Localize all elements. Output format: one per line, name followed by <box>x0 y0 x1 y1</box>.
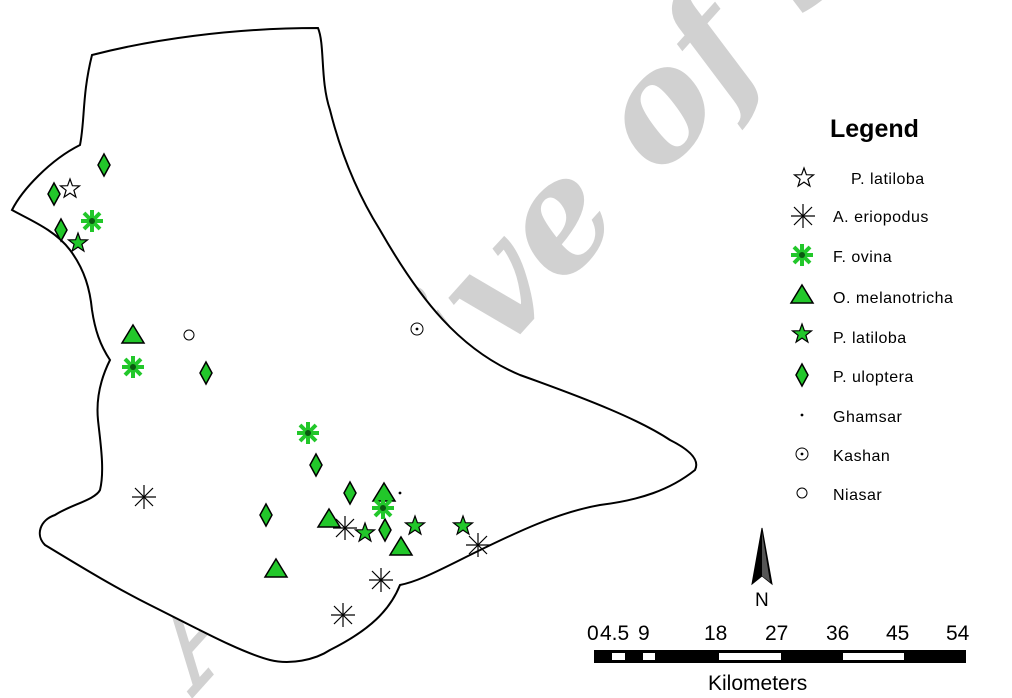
map-markers <box>47 153 490 627</box>
marker-ovina <box>81 210 103 232</box>
marker-ovina <box>297 422 319 444</box>
marker-eriopodus <box>466 533 490 557</box>
legend-symbol-ghamsar <box>800 413 804 417</box>
legend-symbol-latiloba-green <box>791 323 813 343</box>
scale-tick-label: 27 <box>765 622 788 645</box>
marker-eriopodus <box>333 516 357 540</box>
marker-ovina <box>122 356 144 378</box>
scale-tick-label: 54 <box>946 622 970 645</box>
legend-label: F. ovina <box>833 249 892 266</box>
legend-symbol-melanotricha <box>790 284 814 304</box>
north-arrow: N <box>751 527 773 611</box>
scale-tick-label: 0 <box>587 622 599 645</box>
scale-bar-segment <box>643 653 655 660</box>
legend-label: A. eriopodus <box>833 209 929 226</box>
legend: Legend P. latiloba A. eriopodus F. ovina… <box>790 115 953 504</box>
legend-label: P. latiloba <box>833 330 907 347</box>
scale-tick-label: 9 <box>638 622 650 645</box>
scale-tick-label: 18 <box>704 622 727 645</box>
marker-ghamsar <box>398 491 402 495</box>
scale-unit-label: Kilometers <box>708 672 807 695</box>
scale-tick-label: 4.5 <box>600 622 629 645</box>
scale-bar-segment <box>719 653 781 660</box>
study-area-boundary <box>10 26 698 663</box>
scale-bar: 0 4.5 9 18 27 36 45 54 Kilometers <box>587 622 970 695</box>
legend-label: Niasar <box>833 487 882 504</box>
legend-symbol-niasar <box>796 487 808 499</box>
marker-kashan <box>410 322 424 336</box>
marker-eriopodus <box>132 485 156 509</box>
legend-label: P. latiloba <box>851 171 925 188</box>
legend-symbol-eriopodus <box>791 204 815 228</box>
scale-tick-label: 45 <box>886 622 909 645</box>
scale-bar-segment <box>612 653 625 660</box>
legend-label: Kashan <box>833 448 890 465</box>
scale-bar-segment <box>843 653 904 660</box>
legend-label: O. melanotricha <box>833 290 953 307</box>
legend-title: Legend <box>830 115 919 143</box>
marker-eriopodus <box>331 603 355 627</box>
legend-symbol-ovina <box>791 244 813 266</box>
scale-tick-label: 36 <box>826 622 849 645</box>
legend-symbol-uloptera <box>795 363 809 387</box>
north-label: N <box>755 590 769 611</box>
marker-niasar <box>183 329 195 341</box>
legend-symbol-kashan <box>795 447 809 461</box>
legend-label: Ghamsar <box>833 409 902 426</box>
legend-label: P. uloptera <box>833 369 914 386</box>
marker-eriopodus <box>369 568 393 592</box>
legend-symbol-latiloba-outline <box>793 167 815 187</box>
marker-ovina <box>372 497 394 519</box>
